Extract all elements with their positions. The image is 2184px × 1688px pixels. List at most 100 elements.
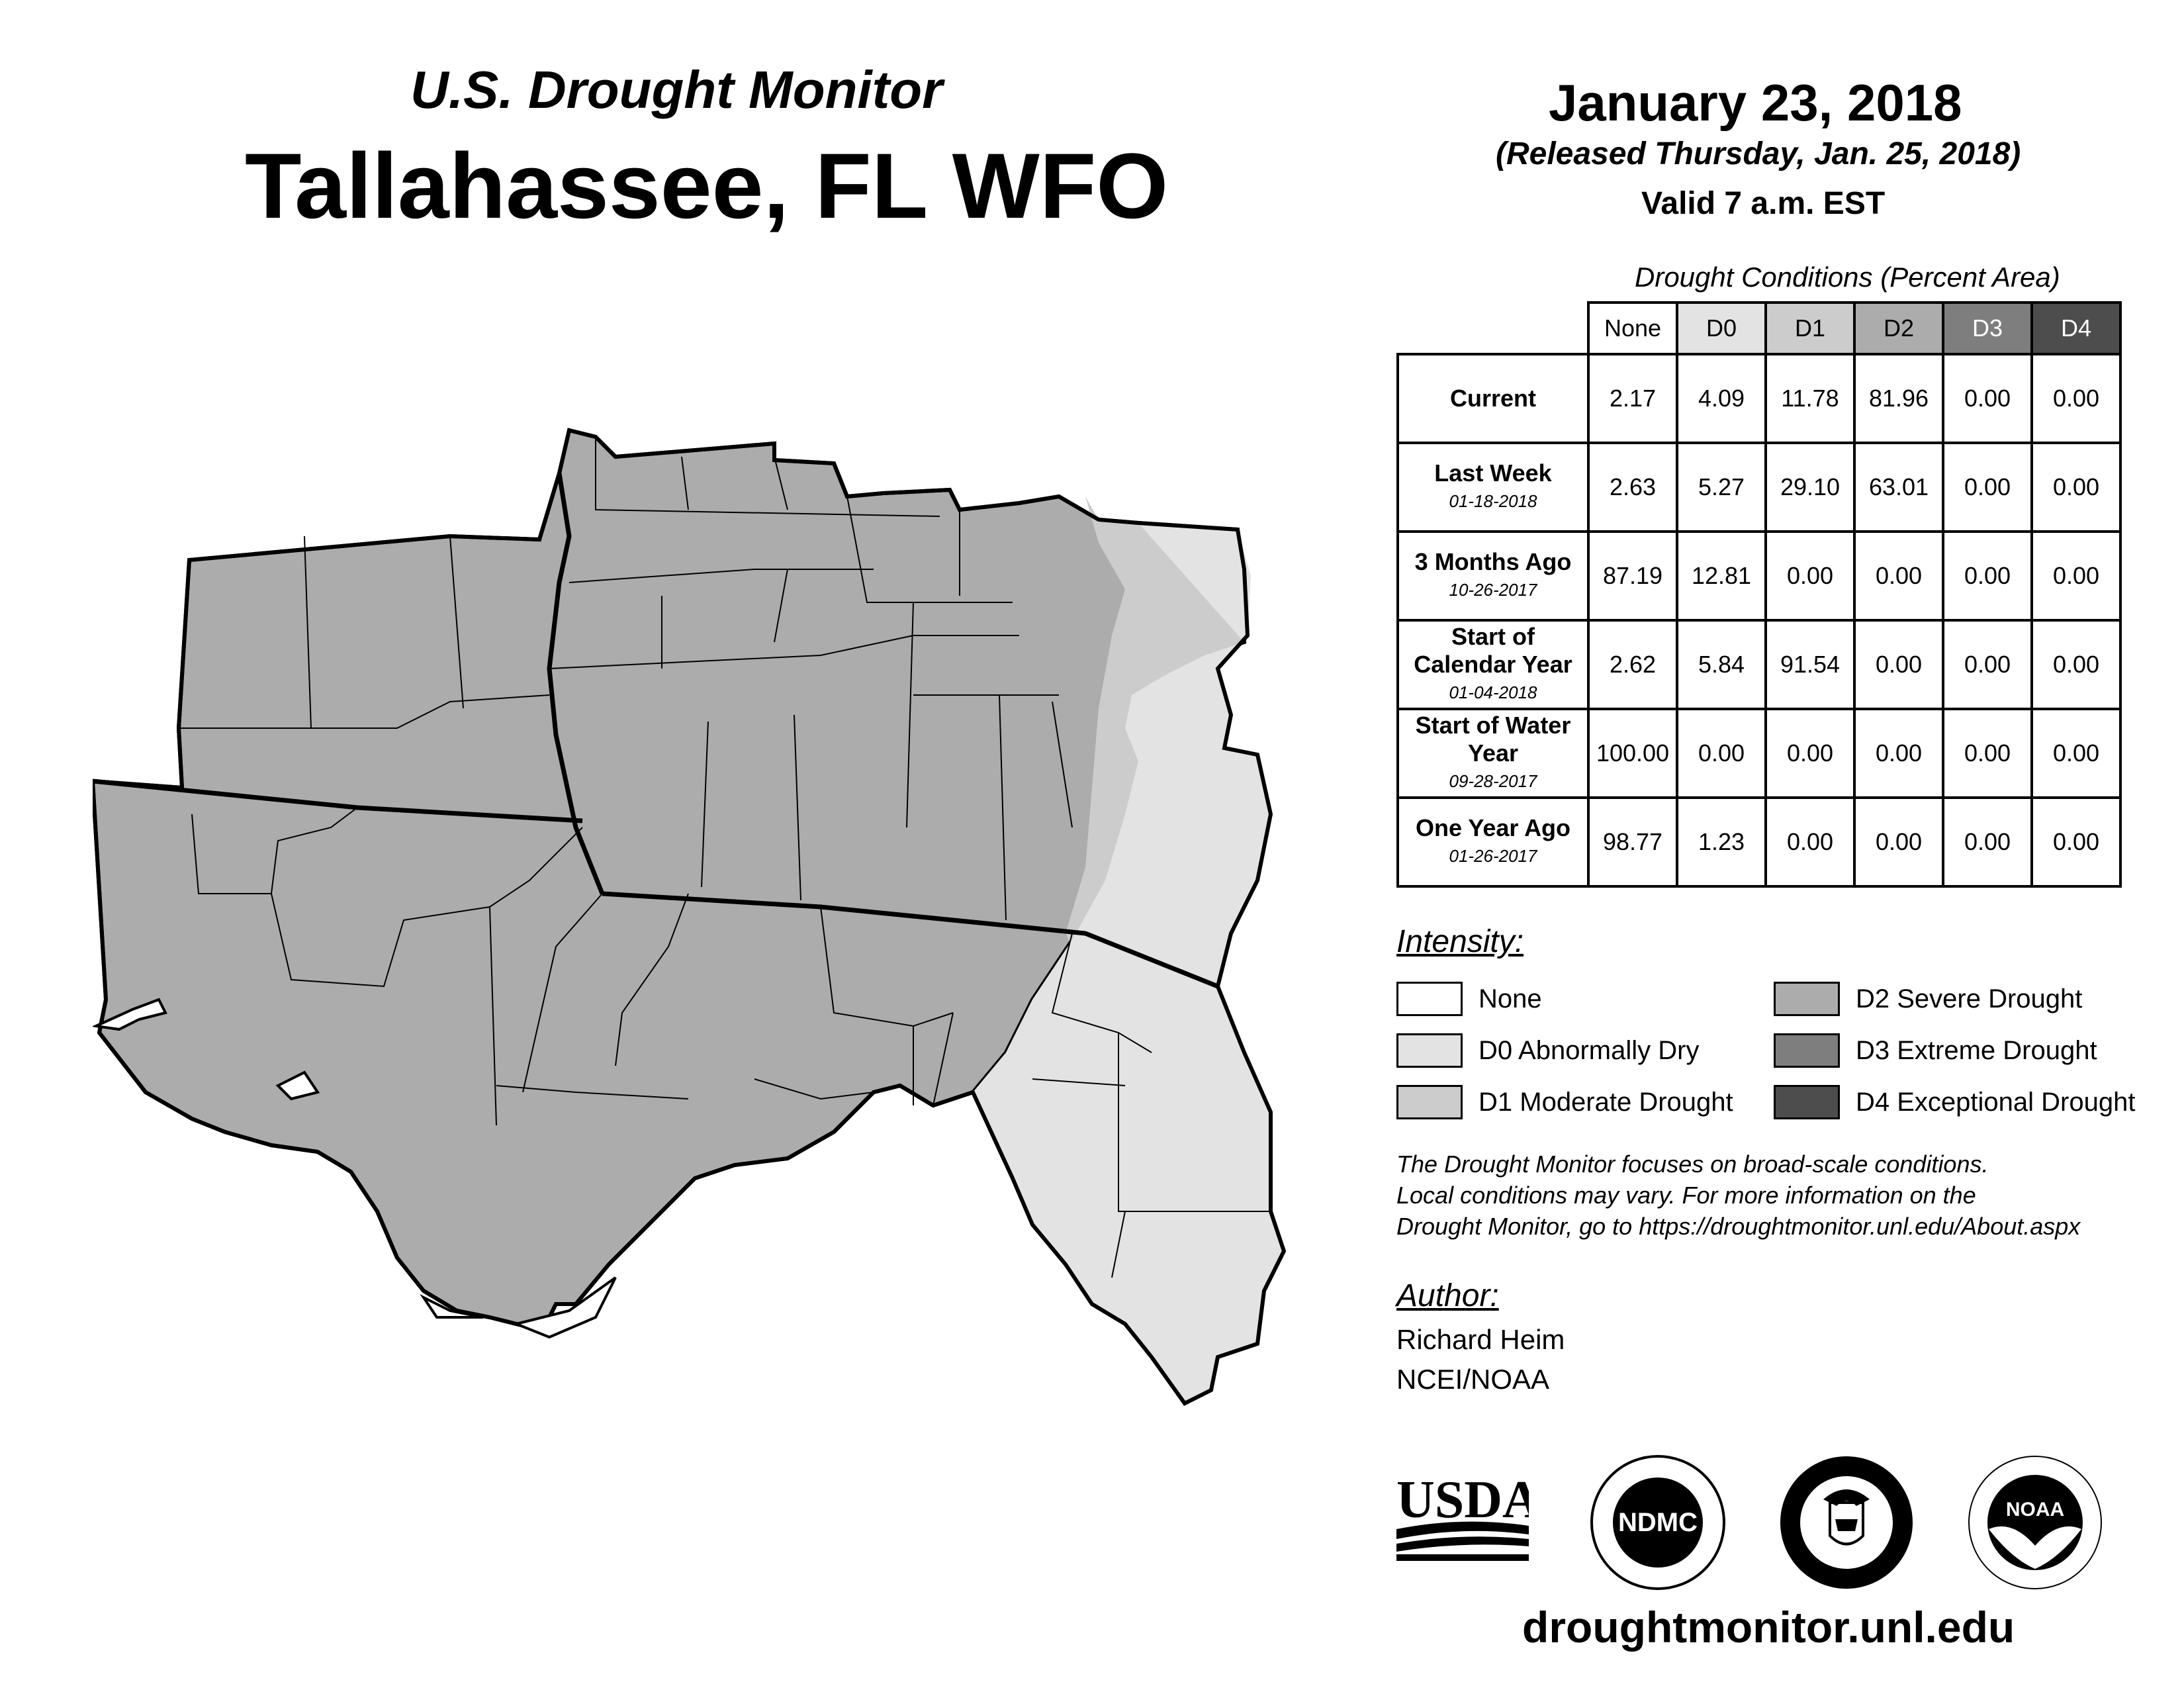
table-cell: 1.23 <box>1676 796 1767 888</box>
map-outline <box>93 428 1287 1406</box>
table-cell: 0.00 <box>1942 353 2033 444</box>
table-cell: 2.62 <box>1587 619 1678 710</box>
table-cell: 0.00 <box>1764 708 1856 799</box>
table-cell: 0.00 <box>1764 530 1856 622</box>
valid-time: Valid 7 a.m. EST <box>1641 186 1886 221</box>
table-cell: 0.00 <box>1853 708 1944 799</box>
row-date: 01-04-2018 <box>1449 682 1537 702</box>
legend-label: D4 Exceptional Drought <box>1856 1087 2136 1117</box>
row-date: 10-26-2017 <box>1449 580 1537 600</box>
map-title: Tallahassee, FL WFO <box>245 134 1169 238</box>
table-cell: 2.63 <box>1587 442 1678 533</box>
table-cell: 11.78 <box>1764 353 1856 444</box>
coastal-bay <box>93 998 167 1031</box>
coastal-island <box>420 1293 484 1319</box>
table-cell: 0.00 <box>1942 530 2033 622</box>
legend-label: None <box>1479 984 1542 1013</box>
row-date: 09-28-2017 <box>1449 771 1537 791</box>
row-label: One Year Ago 01-26-2017 <box>1396 796 1590 888</box>
table-row: Start of Water Year 09-28-2017 100.00 0.00 0… <box>1396 708 2122 799</box>
table-caption: Drought Conditions (Percent Area) <box>1635 261 2060 293</box>
col-header-d0: D0 <box>1676 301 1767 355</box>
usda-logo: USDA <box>1396 1471 1529 1561</box>
ndmc-logo: NDMC <box>1590 1455 1725 1590</box>
table-cell: 12.81 <box>1676 530 1767 622</box>
row-label-text: Start of Calendar Year <box>1414 623 1572 678</box>
legend-item-d3: D3 Extreme Drought <box>1774 1031 2097 1070</box>
legend-item-d2: D2 Severe Drought <box>1774 980 2082 1018</box>
drought-map <box>93 428 1287 1406</box>
table-cell: 0.00 <box>1853 530 1944 622</box>
valid-date: January 23, 2018 <box>1549 73 1962 132</box>
table-cell: 100.00 <box>1587 708 1678 799</box>
legend-item-d0: D0 Abnormally Dry <box>1396 1031 1699 1070</box>
legend-swatch <box>1396 1085 1463 1119</box>
disclaimer-note: The Drought Monitor focuses on broad-sca… <box>1396 1149 2080 1242</box>
author-org: NCEI/NOAA <box>1396 1364 1550 1395</box>
note-line: Drought Monitor, go to https://droughtmo… <box>1396 1213 2081 1240</box>
table-cell: 4.09 <box>1676 353 1767 444</box>
map-subtitle: U.S. Drought Monitor <box>410 60 943 119</box>
row-label-text: 3 Months Ago <box>1414 548 1572 575</box>
row-label: Start of Water Year 09-28-2017 <box>1396 708 1590 799</box>
note-line: Local conditions may vary. For more info… <box>1396 1182 1976 1209</box>
table-cell: 0.00 <box>2030 353 2122 444</box>
table-cell: 0.00 <box>1942 796 2033 888</box>
col-header-d4: D4 <box>2030 301 2122 355</box>
state-border-ga-fl <box>602 891 1219 989</box>
legend-swatch <box>1774 1085 1840 1119</box>
legend-swatch <box>1396 982 1463 1016</box>
table-cell: 0.00 <box>1853 796 1944 888</box>
noaa-logo: NOAA <box>1968 1456 2102 1589</box>
noaa-logo-text: NOAA <box>2006 1499 2064 1521</box>
table-cell: 0.00 <box>2030 796 2122 888</box>
table-cell: 5.84 <box>1676 619 1767 710</box>
row-label-text: Start of Water Year <box>1415 712 1571 767</box>
table-cell: 2.17 <box>1587 353 1678 444</box>
legend-label: D2 Severe Drought <box>1856 984 2083 1013</box>
table-cell: 0.00 <box>2030 442 2122 533</box>
map-region-d0 <box>973 523 1284 1403</box>
ndmc-logo-text: NDMC <box>1618 1508 1698 1537</box>
coastal-bay <box>512 1276 617 1339</box>
legend-label: D1 Moderate Drought <box>1479 1087 1733 1117</box>
row-label-text: Last Week <box>1434 459 1552 487</box>
source-url[interactable]: droughtmonitor.unl.edu <box>1522 1603 2015 1652</box>
table-corner <box>1398 303 1588 354</box>
author-heading: Author: <box>1396 1278 1499 1313</box>
author-name: Richard Heim <box>1396 1324 1565 1355</box>
table-cell: 81.96 <box>1853 353 1944 444</box>
row-label-text: Current <box>1449 385 1536 412</box>
table-cell: 0.00 <box>2030 708 2122 799</box>
legend-label: D3 Extreme Drought <box>1856 1035 2097 1065</box>
table-header-row: None D0 D1 D2 D3 D4 <box>1398 301 2122 355</box>
table-row: Start of Calendar Year 01-04-2018 2.62 5.84… <box>1396 619 2122 710</box>
col-header-none: None <box>1587 301 1678 355</box>
row-date: 01-18-2018 <box>1449 491 1537 511</box>
table-cell: 29.10 <box>1764 442 1856 533</box>
table-row: 3 Months Ago 10-26-2017 87.19 12.81 0.00 0.00… <box>1396 530 2122 622</box>
table-cell: 0.00 <box>2030 619 2122 710</box>
legend-item-none: None <box>1396 980 1542 1018</box>
row-label: 3 Months Ago 10-26-2017 <box>1396 530 1590 622</box>
row-label: Start of Calendar Year 01-04-2018 <box>1396 619 1590 710</box>
row-label: Last Week 01-18-2018 <box>1396 442 1590 533</box>
legend-label: D0 Abnormally Dry <box>1479 1035 1700 1065</box>
doc-seal-logo <box>1780 1456 1913 1589</box>
map-region-d1 <box>1066 496 1244 960</box>
table-cell: 0.00 <box>2030 530 2122 622</box>
table-row: Last Week 01-18-2018 2.63 5.27 29.10 63.01 0.0… <box>1396 442 2122 533</box>
row-date: 01-26-2017 <box>1449 846 1537 866</box>
legend-swatch <box>1774 1033 1840 1068</box>
note-line: The Drought Monitor focuses on broad-sca… <box>1396 1150 1989 1178</box>
col-header-d1: D1 <box>1764 301 1856 355</box>
usda-logo-text: USDA <box>1396 1471 1529 1529</box>
table-cell: 0.00 <box>1853 619 1944 710</box>
coastal-bay <box>275 1070 320 1101</box>
table-cell: 98.77 <box>1587 796 1678 888</box>
drought-conditions-table: None D0 D1 D2 D3 D4 Current 2.17 4.09 11.78… <box>1396 301 2122 888</box>
legend-swatch <box>1396 1033 1463 1068</box>
table-cell: 63.01 <box>1853 442 1944 533</box>
col-header-d3: D3 <box>1942 301 2033 355</box>
release-date: (Released Thursday, Jan. 25, 2018) <box>1496 136 2021 171</box>
